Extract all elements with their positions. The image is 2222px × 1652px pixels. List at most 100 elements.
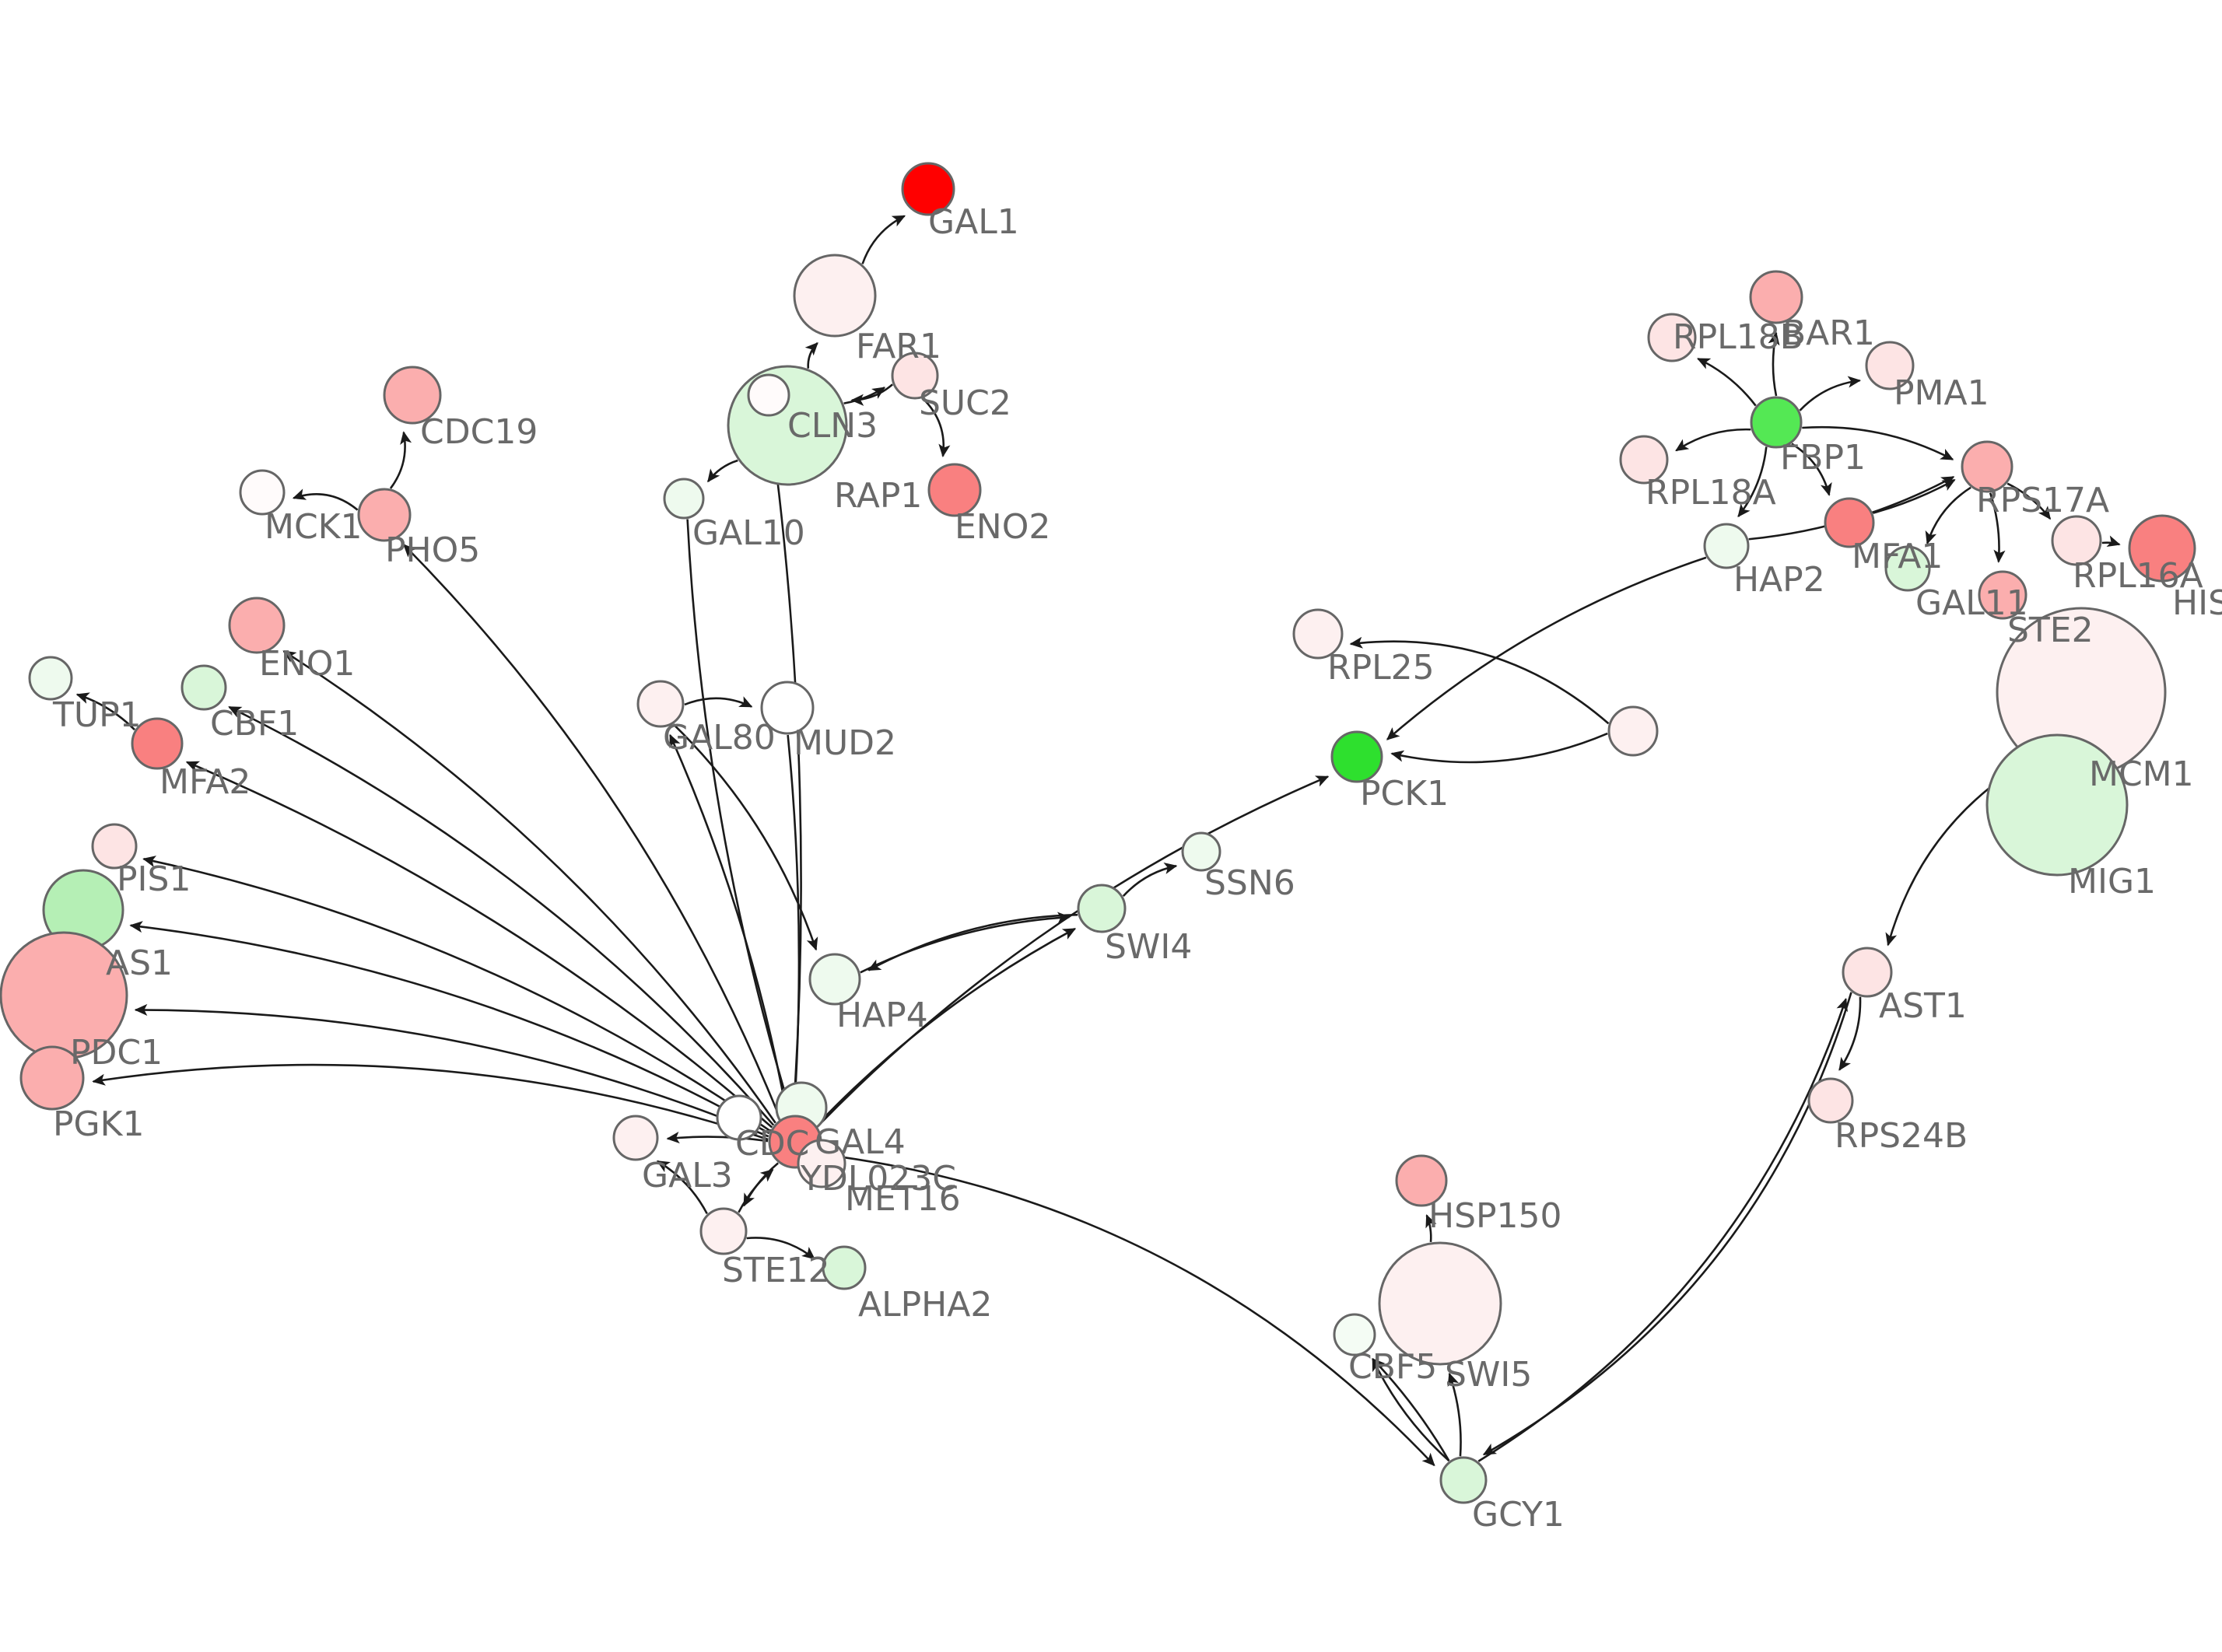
gene-label-ssn6: SSN6 [1204,863,1295,903]
gene-node-unlabeled-38[interactable] [1607,705,1659,757]
gene-node-cdc[interactable] [716,1094,762,1141]
gene-label-hap4: HAP4 [836,996,928,1035]
edge-gal4-to-pgk1 [92,1063,769,1141]
edge-fbp1-to-hap2 [1737,446,1768,518]
gene-label-gal11: GAL11 [1915,583,2028,623]
gene-node-suc2[interactable] [891,352,939,400]
edge-suc2-to-eno2 [922,397,951,458]
gene-label-gcy1: GCY1 [1472,1495,1565,1535]
gene-label-met16: MET16 [845,1179,961,1219]
gene-node-pma1[interactable] [1865,341,1915,390]
gene-label-mfa1: MFA1 [1852,537,1943,576]
gene-node-eno2[interactable] [927,463,982,517]
gene-label-tup1: TUP1 [52,695,142,735]
gene-node-rps17a[interactable] [1961,440,2013,493]
gene-node-fbp1[interactable] [1750,396,1803,449]
gene-label-gal4: GAL4 [815,1122,906,1162]
edge-fbp1-to-rps17a [1802,425,1954,460]
edge-pho5-to-mck1 [292,488,359,511]
gene-label-his4: HIS4 [2172,583,2222,623]
edge-gal4-to-cdc [767,1127,782,1139]
gene-node-bar1[interactable] [1749,270,1803,324]
gene-node-pho5[interactable] [357,488,412,542]
gene-node-rap1[interactable] [747,373,790,417]
gene-node-pgk1[interactable] [19,1045,85,1111]
gene-node-hap2[interactable] [1703,523,1750,569]
gene-node-gal80[interactable] [636,680,685,728]
edge-rpl16a-to-his4 [2101,535,2121,547]
gene-label-mig1: MIG1 [2068,862,2156,901]
edge-gal4-to-eno1 [282,650,776,1124]
gene-node-gal11[interactable] [1884,545,1931,592]
gene-label-mcm1: MCM1 [2089,754,2194,794]
gene-node-gal3[interactable] [612,1115,659,1161]
gene-node-hsp150[interactable] [1395,1154,1448,1207]
gene-node-cdc19[interactable] [383,366,442,425]
gene-node-ydl023c[interactable] [797,1139,846,1188]
gene-label-pck1: PCK1 [1360,774,1449,814]
gene-node-rpl18b[interactable] [1647,313,1697,362]
edge-unl1-to-rpl25 [1349,636,1610,725]
edge-far1-to-gal1 [861,215,906,264]
gene-node-ssn6[interactable] [1181,831,1221,872]
gene-node-gcy1[interactable] [1439,1456,1488,1504]
gene-node-rpl16a[interactable] [2051,515,2102,566]
gene-node-mfa1[interactable] [1824,497,1875,548]
gene-node-cbf5[interactable] [1333,1313,1376,1356]
gene-label-pis1: PIS1 [117,859,191,899]
gene-label-rpl25: RPL25 [1327,648,1435,688]
edge-ast1-to-rps24b [1838,996,1862,1071]
gene-label-pgk1: PGK1 [53,1104,144,1144]
label-layer: GAL1 FAR1 SUC2 ENO2 CLN3 RAP1 GAL10 CDC19 MCK1 PH… [52,202,2222,1535]
gene-label-rpl16a: RPL16A [2073,556,2203,596]
gene-node-swi5[interactable] [1378,1241,1502,1366]
gene-label-cbf1: CBF1 [210,704,299,744]
gene-node-his4[interactable] [2128,514,2196,583]
edge-hap2-to-pck1 [1386,556,1707,740]
edge-gal4-to-mfa2 [185,761,773,1129]
gene-label-swi4: SWI4 [1105,927,1192,967]
edge-fbp1-to-mfa1 [1791,443,1832,496]
gene-node-gal10[interactable] [663,478,705,520]
gene-node-mud2[interactable] [760,681,815,735]
gene-node-pis1[interactable] [91,823,138,870]
gene-node-pck1[interactable] [1330,730,1383,783]
gene-label-fbp1: FBP1 [1780,438,1866,478]
gene-node-swi4[interactable] [1077,884,1127,933]
gene-label-swi5: SWI5 [1445,1355,1532,1395]
edge-rps17a-to-ste2 [1989,492,2006,563]
gene-label-hap2: HAP2 [1733,560,1825,600]
gene-label-ste12: STE12 [722,1251,830,1290]
gene-node-rpl25[interactable] [1292,608,1344,660]
gene-label-rpl18a: RPL18A [1645,473,1776,513]
edge-gcy1-to-swi5 [1447,1372,1462,1457]
gene-node-far1[interactable] [793,254,877,338]
gene-node-ast1[interactable] [1842,947,1893,998]
gene-node-rpl18a[interactable] [1619,435,1669,485]
edge-ste12-to-gal3 [656,1160,708,1215]
edge-layer [75,215,2121,1467]
gene-label-gal3: GAL3 [642,1156,733,1195]
gene-label-hsp150: HSP150 [1428,1196,1562,1236]
gene-node-mig1[interactable] [1985,733,2129,877]
gene-node-hap4[interactable] [808,953,861,1006]
gene-node-gal1[interactable] [901,162,955,216]
gene-label-ste2: STE2 [2007,611,2094,650]
edge-gal4-to-swi4 [815,927,1077,1126]
gene-node-cbf1[interactable] [180,664,227,711]
gene-node-rps24b[interactable] [1807,1077,1854,1124]
gene-node-ste12[interactable] [699,1207,748,1255]
edge-gal4-to-pis1 [142,856,771,1132]
gene-label-cbf5: CBF5 [1348,1347,1437,1387]
gene-node-mck1[interactable] [239,469,286,516]
gene-node-ste2[interactable] [1978,570,2027,620]
gene-node-mfa2[interactable] [131,717,184,770]
edge-rps17a-to-gal11 [1925,486,1971,545]
edge-gcy1-to-cbf5 [1372,1358,1450,1461]
gene-label-cdc: CDC [735,1124,809,1164]
gene-label-as1: AS1 [106,943,173,983]
edge-fbp1-to-rpl18b [1696,357,1757,407]
gene-node-alpha2[interactable] [822,1245,867,1290]
gene-node-eno1[interactable] [228,597,286,654]
gene-node-tup1[interactable] [28,656,73,701]
